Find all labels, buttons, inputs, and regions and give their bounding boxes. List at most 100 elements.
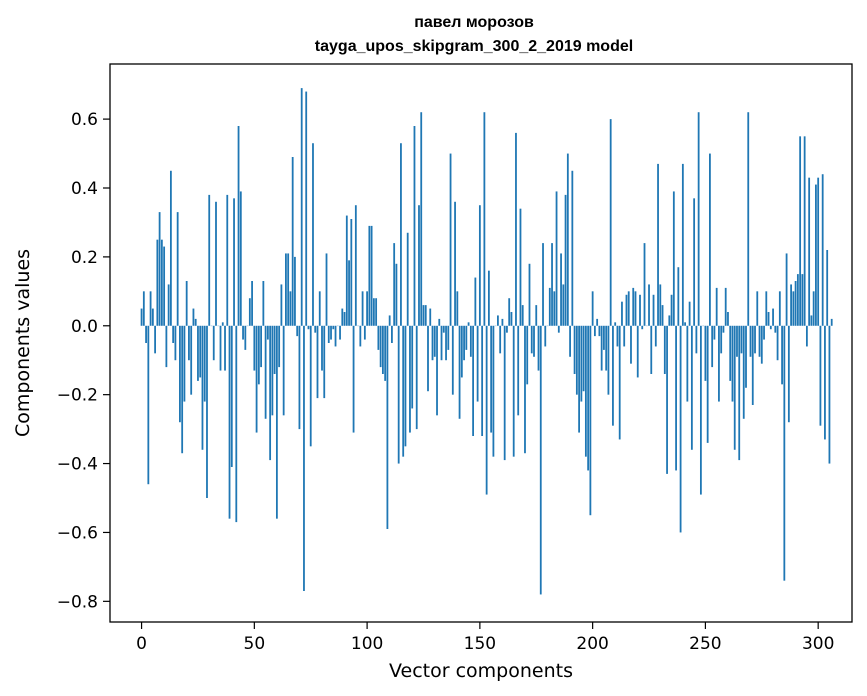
bar <box>388 315 391 326</box>
bar <box>158 212 161 326</box>
bar <box>404 325 407 447</box>
bar <box>596 318 599 326</box>
bar <box>738 325 741 461</box>
bar <box>384 325 387 381</box>
bar <box>535 305 538 326</box>
bar <box>199 325 202 378</box>
bar <box>433 325 436 357</box>
bar <box>537 325 540 371</box>
bar <box>573 325 576 374</box>
bar <box>503 325 506 461</box>
bar <box>460 325 463 378</box>
bar <box>167 284 170 326</box>
bar <box>582 325 585 392</box>
bar <box>463 325 465 361</box>
bar <box>165 325 168 368</box>
bar <box>616 325 619 347</box>
bar <box>483 112 486 326</box>
bar <box>548 287 551 326</box>
bar <box>720 325 723 354</box>
bar <box>824 325 826 440</box>
bar <box>792 291 795 326</box>
bar <box>625 294 628 326</box>
y-tick-label: −0.6 <box>57 523 98 543</box>
bar <box>201 325 204 450</box>
bar <box>282 325 285 416</box>
bar <box>555 191 558 326</box>
bar <box>799 136 802 326</box>
bar <box>524 325 526 454</box>
bar <box>298 325 301 430</box>
bar <box>169 170 172 326</box>
x-axis-label: Vector components <box>389 660 573 682</box>
bar <box>736 325 738 357</box>
bar <box>810 315 813 326</box>
bar <box>244 325 247 350</box>
bar <box>341 308 344 326</box>
bar <box>451 325 454 395</box>
bar <box>151 308 154 326</box>
bar <box>632 287 635 326</box>
bar <box>215 201 217 326</box>
bar <box>474 277 477 326</box>
bar <box>228 325 231 519</box>
bar <box>140 308 143 326</box>
bar <box>145 325 147 343</box>
bar <box>530 325 533 354</box>
bar <box>248 298 251 326</box>
bar <box>285 253 287 326</box>
bar <box>614 322 617 326</box>
bar <box>508 298 511 326</box>
bar <box>560 253 562 326</box>
bar <box>386 325 389 529</box>
bar <box>663 325 666 374</box>
bar <box>533 325 535 357</box>
bar <box>368 225 371 326</box>
bar <box>278 325 281 368</box>
bar <box>686 325 689 402</box>
bar <box>677 267 680 326</box>
bar <box>557 325 560 333</box>
bar <box>343 312 346 326</box>
bar <box>381 325 384 374</box>
bar <box>176 212 179 326</box>
bar <box>566 153 569 326</box>
bar <box>361 291 364 326</box>
chart-title-line-1: павел морозов <box>414 14 534 31</box>
x-tick-label: 150 <box>464 634 496 654</box>
bar <box>255 325 258 433</box>
x-tick-label: 200 <box>576 634 608 654</box>
bar <box>636 325 639 378</box>
bar <box>612 325 614 426</box>
bar <box>580 325 583 402</box>
bar <box>239 191 242 326</box>
bar <box>528 263 531 326</box>
bar <box>391 325 393 343</box>
bar <box>420 112 423 326</box>
bar <box>212 325 215 361</box>
bar <box>350 219 353 326</box>
bar <box>551 243 553 326</box>
bar <box>415 325 418 430</box>
bar <box>156 239 159 326</box>
bar <box>519 208 522 326</box>
bar <box>345 215 348 326</box>
bar <box>747 112 750 326</box>
bar <box>828 325 831 464</box>
bar <box>190 325 193 395</box>
bar <box>208 194 211 326</box>
bar <box>485 325 488 495</box>
bar <box>296 325 299 337</box>
bar <box>352 325 355 433</box>
y-axis-label: Components values <box>12 249 34 437</box>
bar <box>794 281 797 326</box>
bar <box>316 325 319 399</box>
bar <box>713 325 716 340</box>
x-tick-label: 50 <box>244 634 266 654</box>
bar <box>492 325 495 457</box>
bar <box>718 325 720 402</box>
bar <box>431 325 434 361</box>
bar <box>266 325 269 340</box>
bar <box>654 325 657 347</box>
chart-title: павел морозов tayga_upos_skipgram_300_2_… <box>315 14 633 55</box>
